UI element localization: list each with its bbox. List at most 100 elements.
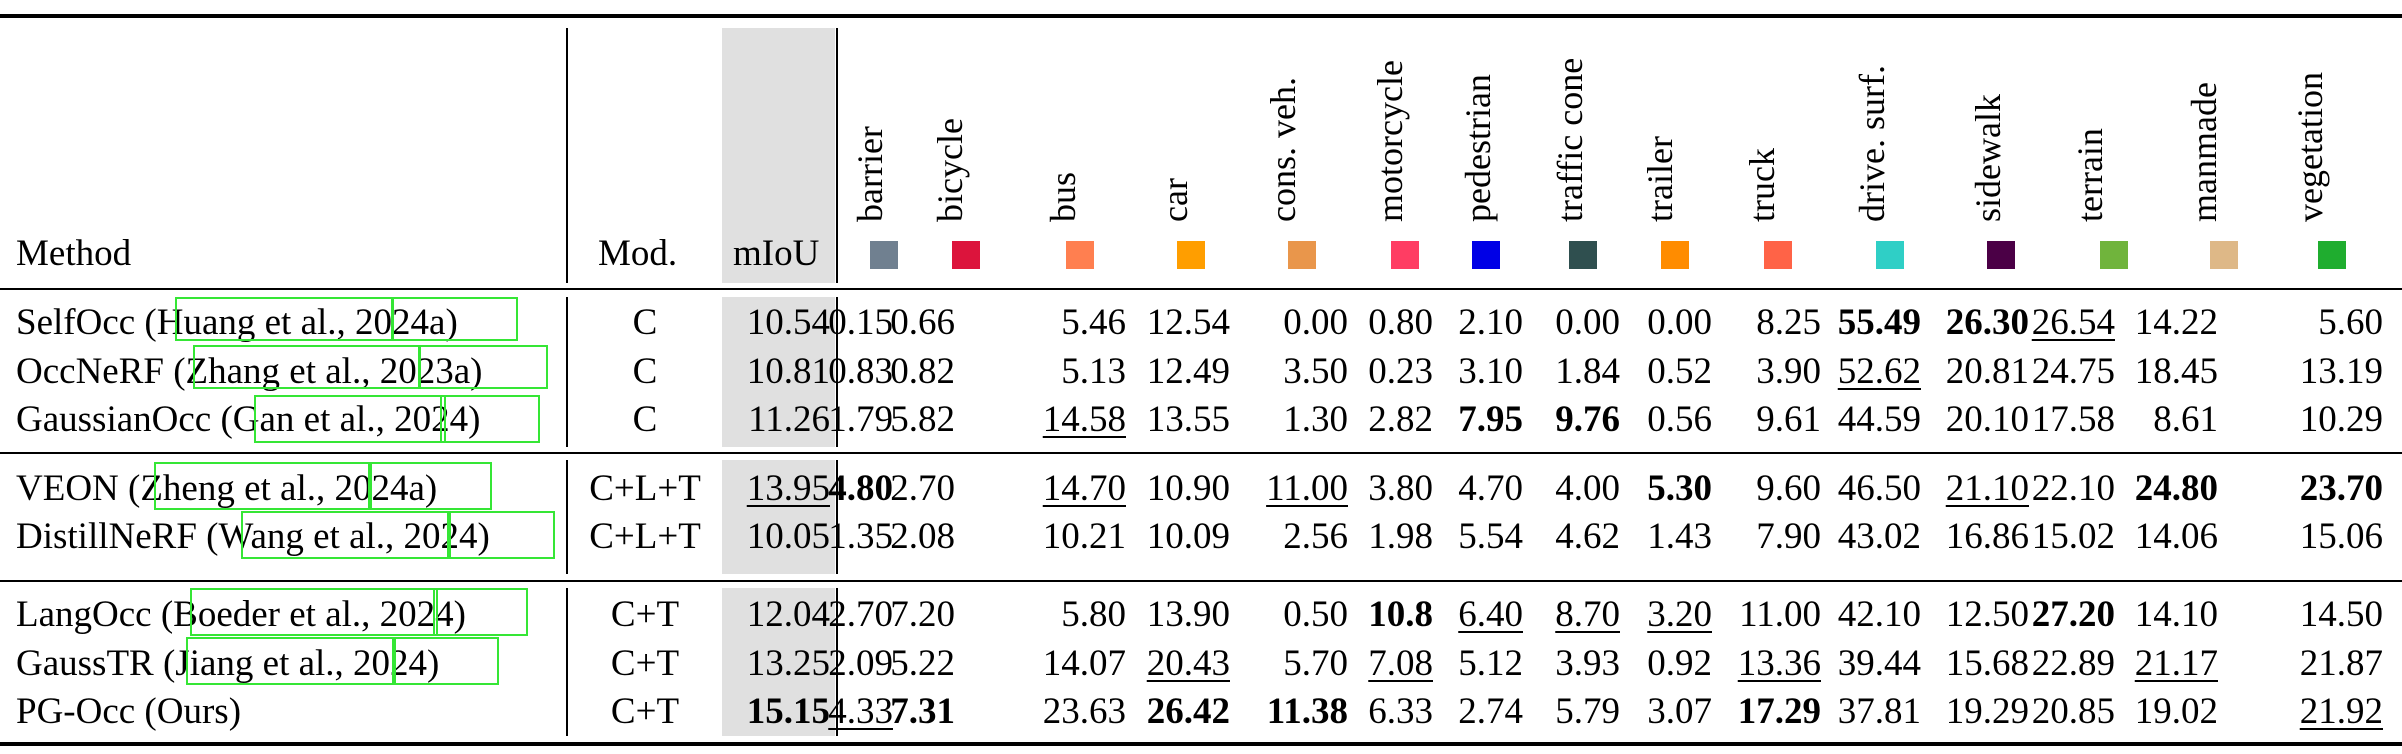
value-manmade: 18.45 <box>2134 351 2218 392</box>
mod-separator-2 <box>566 460 568 574</box>
value-bicycle: 7.31 <box>890 691 955 732</box>
value-barrier: 2.09 <box>828 643 893 684</box>
value-manmade: 24.80 <box>2134 468 2218 509</box>
value-pedestrian: 2.10 <box>1458 302 1523 343</box>
swatch-motorcycle <box>1391 241 1419 269</box>
value-manmade: 14.22 <box>2134 302 2218 343</box>
miou-shade-g3 <box>722 588 835 736</box>
value-manmade: 19.02 <box>2134 691 2218 732</box>
swatch-pedestrian <box>1472 241 1500 269</box>
value-vegetation: 10.29 <box>2299 399 2383 440</box>
miou-shade-header <box>722 28 835 283</box>
value-barrier: 4.80 <box>828 468 893 509</box>
swatch-drive-surf <box>1876 241 1904 269</box>
value-truck: 7.90 <box>1756 516 1821 557</box>
value-barrier: 1.35 <box>828 516 893 557</box>
value-barrier: 0.83 <box>828 351 893 392</box>
value-motorcycle: 0.23 <box>1368 351 1433 392</box>
header-class-manmade: manmade <box>2184 82 2224 222</box>
modality: C+T <box>610 691 680 732</box>
value-traffic-cone: 1.84 <box>1555 351 1620 392</box>
value-cons-veh: 11.38 <box>1266 691 1348 732</box>
modality: C+T <box>610 643 680 684</box>
value-drive-surf: 43.02 <box>1837 516 1921 557</box>
miou-separator-2 <box>836 460 838 574</box>
value-manmade: 14.06 <box>2134 516 2218 557</box>
swatch-terrain <box>2100 241 2128 269</box>
value-truck: 13.36 <box>1737 643 1821 684</box>
value-motorcycle: 0.80 <box>1368 302 1433 343</box>
value-trailer: 0.56 <box>1647 399 1712 440</box>
value-pedestrian: 6.40 <box>1458 594 1523 635</box>
value-car: 13.90 <box>1146 594 1230 635</box>
top-rule <box>0 14 2402 18</box>
value-drive-surf: 52.62 <box>1837 351 1921 392</box>
header-class-bus: bus <box>1043 171 1083 222</box>
header-class-car: car <box>1155 178 1195 222</box>
value-sidewalk: 16.86 <box>1945 516 2029 557</box>
value-motorcycle: 7.08 <box>1368 643 1433 684</box>
header-class-truck: truck <box>1742 148 1782 222</box>
swatch-manmade <box>2210 241 2238 269</box>
value-cons-veh: 2.56 <box>1283 516 1348 557</box>
method-name: GaussTR (Jiang et al., 2024) <box>16 643 440 684</box>
method-name: GaussianOcc (Gan et al., 2024) <box>16 399 481 440</box>
value-trailer: 0.00 <box>1647 302 1712 343</box>
value-bus: 14.70 <box>1042 468 1126 509</box>
bottom-rule <box>0 742 2402 746</box>
value-bicycle: 5.22 <box>890 643 955 684</box>
value-cons-veh: 11.00 <box>1266 468 1348 509</box>
value-bus: 14.58 <box>1042 399 1126 440</box>
value-trailer: 0.52 <box>1647 351 1712 392</box>
header-class-sidewalk: sidewalk <box>1968 94 2008 222</box>
value-vegetation: 5.60 <box>2318 302 2383 343</box>
value-truck: 8.25 <box>1756 302 1821 343</box>
value-truck: 3.90 <box>1756 351 1821 392</box>
value-sidewalk: 26.30 <box>1945 302 2029 343</box>
value-manmade: 21.17 <box>2134 643 2218 684</box>
value-sidewalk: 21.10 <box>1945 468 2029 509</box>
value-cons-veh: 0.00 <box>1283 302 1348 343</box>
value-cons-veh: 1.30 <box>1283 399 1348 440</box>
swatch-trailer <box>1661 241 1689 269</box>
value-traffic-cone: 0.00 <box>1555 302 1620 343</box>
value-car: 12.54 <box>1146 302 1230 343</box>
miou-separator-1 <box>836 297 838 447</box>
header-class-drive-surf: drive. surf. <box>1852 65 1892 222</box>
value-motorcycle: 2.82 <box>1368 399 1433 440</box>
value-truck: 17.29 <box>1737 691 1821 732</box>
value-bus: 5.80 <box>1061 594 1126 635</box>
group1-rule <box>0 452 2402 454</box>
header-method: Method <box>16 233 132 274</box>
value-motorcycle: 3.80 <box>1368 468 1433 509</box>
value-drive-surf: 39.44 <box>1837 643 1921 684</box>
header-class-vegetation: vegetation <box>2290 72 2330 222</box>
modality: C+L+T <box>589 468 701 509</box>
value-vegetation: 21.87 <box>2299 643 2383 684</box>
value-traffic-cone: 4.00 <box>1555 468 1620 509</box>
value-trailer: 3.20 <box>1647 594 1712 635</box>
miou-separator-3 <box>836 588 838 736</box>
value-cons-veh: 3.50 <box>1283 351 1348 392</box>
value-traffic-cone: 4.62 <box>1555 516 1620 557</box>
value-bus: 14.07 <box>1042 643 1126 684</box>
miou-shade-g2 <box>722 460 835 574</box>
miou-value: 12.04 <box>746 594 830 635</box>
value-terrain: 27.20 <box>2031 594 2115 635</box>
value-bicycle: 2.08 <box>890 516 955 557</box>
method-name: PG-Occ (Ours) <box>16 691 242 732</box>
header-class-cons-veh: cons. veh. <box>1263 77 1303 222</box>
value-bus: 23.63 <box>1042 691 1126 732</box>
swatch-sidewalk <box>1987 241 2015 269</box>
value-trailer: 3.07 <box>1647 691 1712 732</box>
method-name: VEON (Zheng et al., 2024a) <box>16 468 438 509</box>
header-class-motorcycle: motorcycle <box>1370 60 1410 222</box>
miou-shade-g1 <box>722 297 835 447</box>
header-class-terrain: terrain <box>2070 128 2110 222</box>
method-name: SelfOcc (Huang et al., 2024a) <box>16 302 458 343</box>
value-pedestrian: 5.54 <box>1458 516 1523 557</box>
value-car: 10.09 <box>1146 516 1230 557</box>
value-drive-surf: 44.59 <box>1837 399 1921 440</box>
value-drive-surf: 46.50 <box>1837 468 1921 509</box>
value-drive-surf: 42.10 <box>1837 594 1921 635</box>
